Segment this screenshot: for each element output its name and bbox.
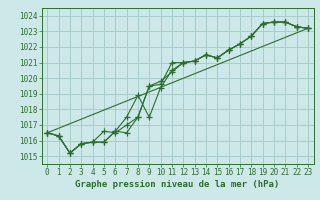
X-axis label: Graphe pression niveau de la mer (hPa): Graphe pression niveau de la mer (hPa)	[76, 180, 280, 189]
